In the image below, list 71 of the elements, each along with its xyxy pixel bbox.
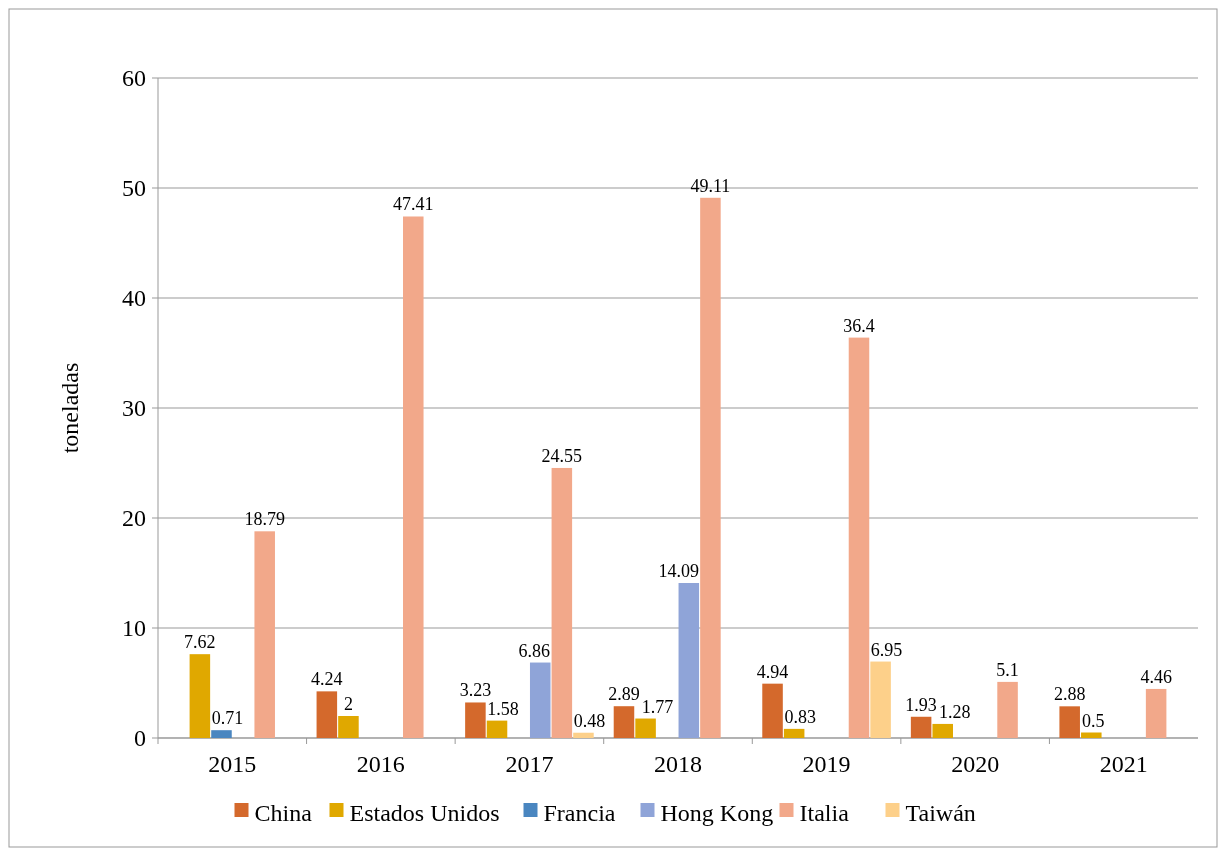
bar (403, 216, 424, 738)
x-tick-label: 2021 (1099, 751, 1148, 777)
data-label: 47.41 (393, 194, 434, 215)
x-tick-label: 2016 (356, 751, 405, 777)
bar (551, 467, 573, 738)
bar (254, 531, 275, 738)
bar (465, 702, 486, 738)
x-tick-label: 2018 (654, 751, 702, 777)
bar (910, 716, 932, 738)
x-tick-label: 2020 (951, 751, 1000, 777)
bar (635, 718, 656, 738)
bar (870, 661, 891, 738)
bar (486, 720, 508, 738)
legend-label: Italia (799, 800, 850, 827)
y-tick-label: 50 (122, 175, 146, 202)
y-tick-label: 20 (122, 505, 146, 532)
legend-label: Estados Unidos (349, 800, 500, 827)
data-label: 6.86 (518, 640, 550, 661)
x-tick-label: 2019 (802, 751, 851, 777)
legend-label: Francia (543, 800, 616, 827)
data-label: 0.5 (1082, 710, 1105, 731)
y-tick-label: 30 (122, 395, 146, 422)
data-label: 36.4 (843, 315, 875, 336)
data-label: 49.11 (690, 175, 731, 196)
y-axis-title: toneladas (57, 362, 83, 454)
bar (189, 654, 211, 738)
bar (700, 197, 721, 738)
bar (678, 583, 700, 738)
data-label: 2 (343, 694, 353, 714)
bar (1145, 688, 1167, 738)
data-label: 4.94 (756, 661, 789, 682)
x-tick-label: 2017 (505, 751, 554, 777)
data-label: 1.28 (938, 701, 971, 722)
bar (211, 730, 232, 738)
data-label: 0.83 (784, 706, 816, 727)
bar (529, 662, 551, 738)
data-label: 1.93 (905, 694, 937, 715)
data-label: 5.1 (996, 659, 1019, 680)
legend-label: Hong Kong (660, 800, 774, 827)
data-label: 6.95 (870, 639, 903, 660)
data-label: 4.46 (1140, 666, 1172, 687)
bar (1059, 706, 1080, 738)
bar (613, 706, 635, 738)
y-tick-label: 0 (134, 725, 146, 752)
data-label: 3.23 (459, 680, 492, 701)
data-label: 18.79 (244, 509, 285, 530)
bar (1081, 732, 1102, 738)
data-label: 4.24 (311, 669, 343, 690)
data-label: 0.71 (211, 708, 244, 729)
bar (762, 683, 783, 738)
bar (848, 337, 870, 738)
bar (316, 691, 338, 738)
data-label: 7.62 (184, 632, 216, 653)
data-label: 2.88 (1053, 684, 1086, 705)
x-tick-label: 2015 (208, 751, 257, 777)
legend-label: Taiwán (905, 800, 976, 827)
y-tick-label: 10 (122, 615, 146, 642)
bar (997, 681, 1018, 738)
data-label: 14.09 (658, 561, 700, 582)
bar (573, 732, 594, 738)
data-label: 0.48 (573, 710, 606, 731)
bar (338, 716, 359, 738)
data-label: 24.55 (541, 445, 583, 466)
y-tick-label: 40 (122, 285, 146, 312)
bar (783, 728, 805, 738)
data-label: 1.77 (641, 696, 674, 717)
legend-label: China (254, 800, 313, 827)
bar (932, 723, 953, 738)
y-tick-label: 60 (122, 65, 146, 92)
data-label: 1.58 (487, 698, 519, 719)
data-label: 2.89 (608, 684, 640, 705)
